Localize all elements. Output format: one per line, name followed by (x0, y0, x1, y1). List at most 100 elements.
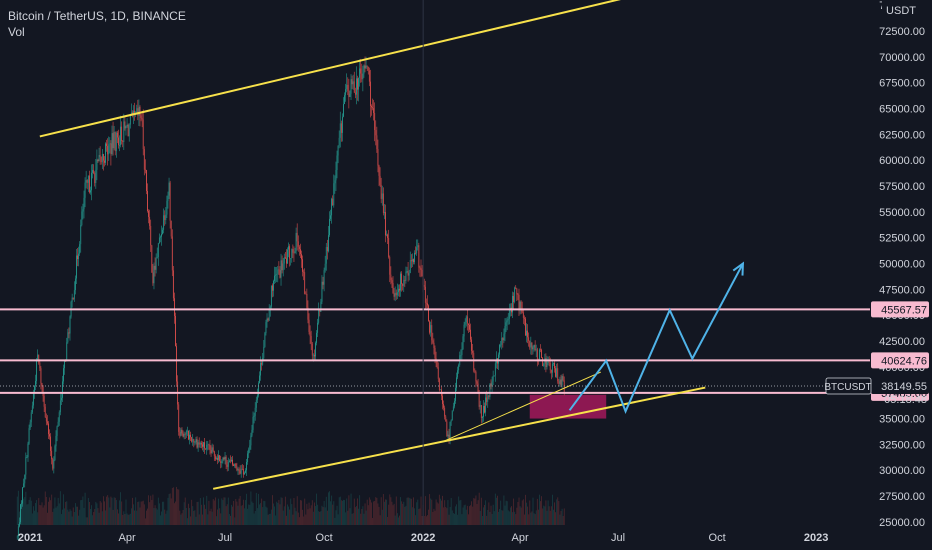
volume-bar (469, 506, 470, 525)
candle-body (268, 309, 270, 321)
candle-body (479, 405, 481, 407)
candle-body (97, 159, 99, 162)
volume-bar (194, 510, 196, 525)
candle-body (304, 272, 306, 294)
volume-bar (476, 503, 478, 525)
candle-body (419, 267, 421, 269)
volume-bar (398, 517, 399, 525)
volume-bar (267, 514, 269, 525)
volume-bar (224, 497, 226, 525)
candle-body (38, 354, 40, 363)
candle-body (549, 363, 551, 371)
volume-bar (127, 514, 129, 525)
candle-body (195, 439, 197, 443)
volume-bar (152, 494, 154, 525)
volume-bar (435, 499, 437, 525)
trendline-minor-support[interactable] (443, 371, 602, 442)
candle-body (387, 234, 389, 239)
volume-bar (102, 496, 104, 525)
candle-body (67, 332, 69, 343)
volume-bar (212, 499, 214, 525)
volume-bar (142, 500, 144, 525)
candle-body (258, 383, 259, 396)
candle-body (518, 294, 520, 310)
candle-body (329, 218, 330, 236)
volume-bar (100, 502, 102, 525)
time-axis-tick: 2023 (804, 532, 828, 544)
candle-body (232, 459, 233, 465)
candle-body (213, 451, 215, 457)
volume-bar (420, 496, 422, 525)
volume-bar (74, 503, 76, 525)
volume-bar (509, 507, 511, 525)
volume-bar (71, 516, 73, 525)
candle-body (320, 301, 322, 312)
candle-body (308, 319, 310, 332)
volume-bar (396, 513, 398, 525)
volume-bar (395, 496, 397, 525)
candle-body (45, 417, 47, 422)
volume-bar (404, 506, 406, 525)
volume-bar (527, 506, 529, 525)
volume-bar (393, 503, 395, 525)
volume-bar (21, 500, 22, 525)
volume-bar (98, 512, 100, 525)
volume-bar (406, 497, 408, 525)
candle-body (85, 180, 87, 183)
candle-body (46, 421, 48, 424)
candle-body (182, 433, 184, 437)
candle-body (236, 468, 238, 471)
candle-body (126, 124, 128, 127)
candle-body (22, 487, 24, 504)
candle-body (517, 294, 519, 296)
volume-bar (402, 503, 404, 525)
candle-body (414, 252, 415, 263)
volume-bar (491, 514, 493, 525)
volume-bar (85, 517, 87, 525)
candle-body (433, 342, 435, 348)
volume-bar (260, 503, 261, 525)
candle-body (337, 145, 339, 156)
volume-bar (507, 510, 509, 525)
volume-bar (133, 504, 134, 525)
candle-body (367, 66, 369, 71)
volume-bar (291, 504, 293, 525)
volume-bar (360, 513, 362, 525)
volume-bar (53, 508, 55, 525)
volume-bar (77, 506, 78, 525)
candle-body (118, 137, 119, 146)
candle-body (499, 345, 501, 355)
candle-body (238, 469, 240, 471)
volume-bar (108, 497, 110, 525)
volume-bar (25, 491, 27, 525)
volume-bar (475, 495, 477, 525)
volume-bar (560, 510, 562, 525)
candle-body (81, 211, 83, 226)
candle-body (300, 249, 301, 255)
candle-body (333, 183, 335, 206)
candle-body (101, 153, 103, 163)
candle-body (282, 263, 284, 271)
candle-body (448, 434, 450, 438)
candle-body (316, 332, 317, 343)
candle-body (90, 190, 91, 193)
volume-bar (318, 511, 320, 525)
candle-body (84, 182, 86, 198)
volume-bar (219, 508, 221, 525)
candle-body (321, 281, 323, 302)
volume-bar (502, 510, 504, 525)
volume-bar (556, 499, 558, 525)
volume-bar (199, 498, 201, 525)
projection-path[interactable] (568, 263, 744, 414)
time-axis-tick: Oct (316, 532, 333, 544)
candle-body (550, 370, 552, 373)
candle-body (188, 430, 189, 440)
volume-bar (503, 495, 505, 525)
candle-body (190, 434, 191, 438)
candle-body (415, 252, 417, 254)
candle-body (406, 271, 408, 272)
candle-body (456, 377, 457, 389)
volume-bar (530, 512, 532, 525)
trendline-upper-channel[interactable] (39, 0, 639, 138)
